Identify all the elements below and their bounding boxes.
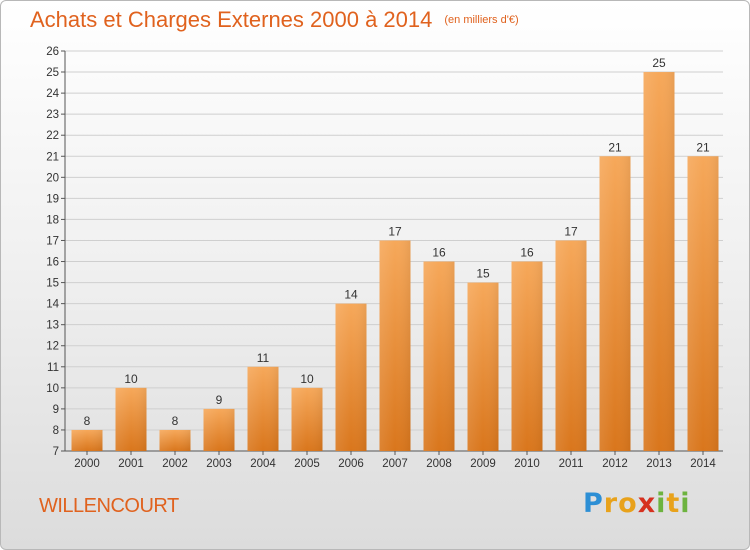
y-tick-label: 8 (53, 425, 59, 437)
y-tick-label: 12 (46, 341, 59, 353)
bar-value-label: 15 (476, 267, 490, 281)
bar-value-label: 10 (124, 372, 138, 386)
bar-value-label: 17 (388, 224, 402, 238)
x-tick-label: 2011 (559, 458, 584, 470)
y-tick-label: 11 (47, 362, 59, 374)
bar-shading (335, 303, 367, 451)
bar-shading (71, 429, 103, 451)
y-tick-label: 9 (53, 404, 59, 416)
bar-shading (247, 366, 279, 451)
proxiti-logo: Proxiti (583, 488, 691, 519)
bar-value-label: 10 (300, 372, 314, 386)
logo-letter: r (603, 488, 619, 519)
y-tick-label: 10 (46, 383, 59, 395)
y-tick-label: 22 (46, 130, 59, 142)
bar-shading (423, 261, 455, 451)
bar-value-label: 8 (84, 414, 91, 428)
x-tick-label: 2004 (250, 458, 276, 470)
y-tick-label: 14 (46, 299, 59, 311)
bar-shading (643, 72, 675, 451)
x-tick-label: 2007 (382, 458, 408, 470)
x-tick-label: 2003 (206, 458, 232, 470)
bar-shading (511, 261, 543, 451)
bar-value-label: 9 (216, 393, 223, 407)
bar-value-label: 16 (520, 246, 534, 260)
bar-shading (379, 240, 411, 451)
y-tick-label: 21 (46, 151, 59, 163)
y-tick-label: 26 (46, 46, 59, 58)
x-tick-label: 2001 (118, 458, 144, 470)
y-tick-label: 15 (46, 278, 59, 290)
commune-name: WILLENCOURT (39, 495, 179, 517)
bar-value-label: 16 (432, 246, 446, 260)
bar-shading (291, 387, 323, 451)
x-tick-label: 2012 (602, 458, 628, 470)
x-tick-label: 2002 (162, 458, 188, 470)
bar-value-label: 25 (652, 56, 666, 70)
x-tick-label: 2000 (74, 458, 100, 470)
y-tick-label: 16 (46, 257, 59, 269)
y-tick-label: 19 (46, 193, 59, 205)
bar-shading (687, 156, 719, 451)
chart-title: Achats et Charges Externes 2000 à 2014 (e… (30, 7, 519, 33)
bars (71, 72, 719, 451)
bar-shading (555, 240, 587, 451)
bar-value-label: 11 (257, 351, 270, 365)
bar-shading (115, 387, 147, 451)
bar-shading (467, 282, 499, 451)
bar-value-label: 8 (172, 414, 179, 428)
bar-value-label: 17 (564, 224, 578, 238)
y-tick-label: 23 (46, 109, 59, 121)
bar-value-label: 21 (608, 140, 622, 154)
logo-letter: i (656, 488, 667, 519)
logo-letter: x (637, 488, 657, 519)
x-tick-label: 2009 (470, 458, 496, 470)
bar-shading (203, 408, 235, 451)
x-tick-label: 2014 (690, 458, 716, 470)
y-tick-label: 25 (46, 67, 59, 79)
x-tick-label: 2013 (646, 458, 672, 470)
logo-letter: P (583, 488, 604, 519)
logo-letter: o (618, 488, 638, 519)
bar-value-label: 14 (344, 288, 358, 302)
y-tick-label: 7 (53, 446, 59, 458)
chart-subtitle: (en milliers d'€) (444, 14, 519, 26)
bar-shading (159, 429, 191, 451)
x-tick-label: 2006 (338, 458, 364, 470)
bar-value-label: 21 (696, 140, 710, 154)
logo-letter: t (666, 488, 681, 519)
x-tick-label: 2010 (514, 458, 540, 470)
x-tick-label: 2005 (294, 458, 320, 470)
y-tick-label: 20 (46, 172, 59, 184)
x-tick-label: 2008 (426, 458, 452, 470)
y-tick-label: 13 (46, 320, 59, 332)
logo-letter: i (680, 488, 691, 519)
chart-title-text: Achats et Charges Externes 2000 à 2014 (30, 7, 433, 32)
labels: 8 2000 10 2001 8 2002 9 2003 11 2004 10 2005 14 2006 1… (74, 56, 716, 470)
y-tick-label: 18 (46, 214, 59, 226)
bar-shading (599, 156, 631, 451)
y-tick-label: 17 (46, 235, 59, 247)
y-tick-label: 24 (46, 88, 59, 100)
